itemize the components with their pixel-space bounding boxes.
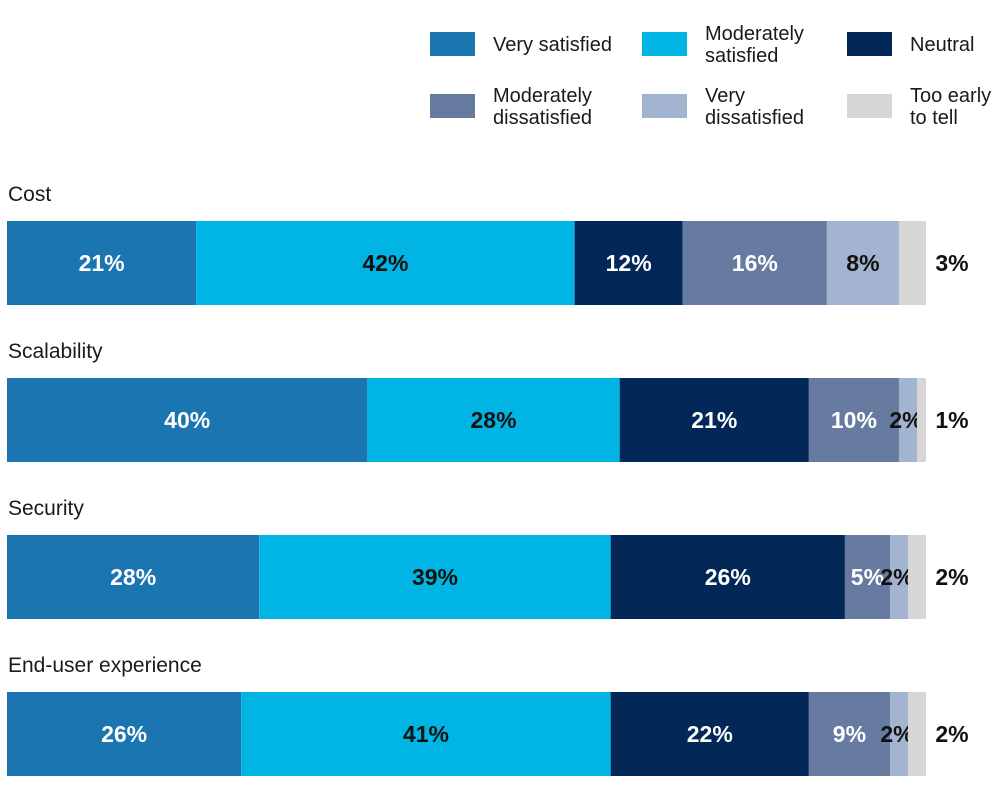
- value-label-cost-moderately-dissatisfied: 16%: [732, 250, 778, 276]
- bar-segment-cost-very-satisfied: [7, 221, 197, 305]
- value-label-end-user-experience-moderately-satisfied: 41%: [403, 721, 449, 747]
- legend-label-very-satisfied: Very satisfied: [493, 34, 612, 56]
- value-label-cost-moderately-satisfied: 42%: [362, 250, 408, 276]
- legend-item-very-dissatisfied: Very dissatisfied: [642, 85, 804, 129]
- legend-swatch-too-early-to-tell: [847, 94, 892, 118]
- legend: Very satisfied Moderately satisfied Neutral…: [430, 23, 991, 129]
- bar-segment-scalability-moderately-satisfied: [367, 378, 620, 462]
- value-label-cost-too-early-to-tell: 3%: [935, 250, 968, 276]
- value-label-end-user-experience-too-early-to-tell: 2%: [935, 721, 968, 747]
- bar-segment-end-user-experience-very-satisfied: [7, 692, 242, 776]
- value-label-scalability-too-early-to-tell: 1%: [935, 407, 968, 433]
- category-label-end-user-experience: End-user experience: [8, 654, 202, 677]
- bar-segment-end-user-experience-moderately-dissatisfied: [808, 692, 890, 776]
- value-label-cost-neutral: 12%: [606, 250, 652, 276]
- legend-item-very-satisfied: Very satisfied: [430, 32, 612, 56]
- bar-segment-cost-too-early-to-tell: [898, 221, 926, 305]
- legend-item-neutral: Neutral: [847, 32, 974, 56]
- value-label-cost-very-dissatisfied: 8%: [846, 250, 879, 276]
- value-label-scalability-moderately-dissatisfied: 10%: [831, 407, 877, 433]
- value-label-end-user-experience-very-satisfied: 26%: [101, 721, 147, 747]
- value-label-security-too-early-to-tell: 2%: [935, 564, 968, 590]
- value-label-scalability-moderately-satisfied: 28%: [471, 407, 517, 433]
- bar-segment-scalability-neutral: [619, 378, 809, 462]
- value-label-security-very-satisfied: 28%: [110, 564, 156, 590]
- legend-item-moderately-dissatisfied: Moderately dissatisfied: [430, 85, 592, 129]
- bar-segment-security-very-dissatisfied: [889, 535, 908, 619]
- bar-segment-security-neutral: [610, 535, 845, 619]
- legend-swatch-very-satisfied: [430, 32, 475, 56]
- bar-segment-security-very-satisfied: [7, 535, 260, 619]
- bar-segment-security-moderately-dissatisfied: [844, 535, 890, 619]
- bar-segment-end-user-experience-too-early-to-tell: [907, 692, 926, 776]
- value-label-security-neutral: 26%: [705, 564, 751, 590]
- category-label-scalability: Scalability: [8, 340, 103, 363]
- category-label-security: Security: [8, 497, 84, 520]
- legend-label-moderately-satisfied: Moderately satisfied: [705, 23, 804, 67]
- legend-label-neutral: Neutral: [910, 34, 974, 56]
- category-label-cost: Cost: [8, 183, 51, 206]
- bar-segment-end-user-experience-moderately-satisfied: [241, 692, 611, 776]
- legend-swatch-moderately-satisfied: [642, 32, 687, 56]
- bar-segment-end-user-experience-very-dissatisfied: [889, 692, 908, 776]
- value-label-security-moderately-satisfied: 39%: [412, 564, 458, 590]
- bar-row-cost: Cost 21% 42% 12% 16% 8% 3%: [7, 183, 969, 305]
- legend-swatch-moderately-dissatisfied: [430, 94, 475, 118]
- legend-item-moderately-satisfied: Moderately satisfied: [642, 23, 804, 67]
- legend-swatch-neutral: [847, 32, 892, 56]
- legend-label-moderately-dissatisfied: Moderately dissatisfied: [493, 85, 592, 129]
- value-label-end-user-experience-moderately-dissatisfied: 9%: [833, 721, 866, 747]
- bar-segment-security-too-early-to-tell: [907, 535, 926, 619]
- bar-segment-scalability-very-dissatisfied: [898, 378, 917, 462]
- legend-item-too-early-to-tell: Too early to tell: [847, 85, 991, 129]
- value-label-security-moderately-dissatisfied: 5%: [851, 564, 884, 590]
- bar-segment-scalability-very-satisfied: [7, 378, 368, 462]
- bar-segment-cost-moderately-dissatisfied: [682, 221, 827, 305]
- bar-segment-cost-moderately-satisfied: [196, 221, 575, 305]
- value-label-cost-very-satisfied: 21%: [79, 250, 125, 276]
- value-label-scalability-very-satisfied: 40%: [164, 407, 210, 433]
- bar-segment-end-user-experience-neutral: [610, 692, 809, 776]
- value-label-scalability-neutral: 21%: [691, 407, 737, 433]
- legend-swatch-very-dissatisfied: [642, 94, 687, 118]
- value-label-end-user-experience-neutral: 22%: [687, 721, 733, 747]
- bars: Cost 21% 42% 12% 16% 8% 3% Scalability 40% 28% 21%…: [7, 183, 969, 776]
- bar-segment-security-moderately-satisfied: [259, 535, 611, 619]
- legend-label-too-early-to-tell: Too early to tell: [910, 85, 991, 129]
- bar-segment-scalability-moderately-dissatisfied: [808, 378, 899, 462]
- bar-segment-scalability-too-early-to-tell: [916, 378, 926, 462]
- legend-label-very-dissatisfied: Very dissatisfied: [705, 85, 804, 129]
- bar-segment-cost-very-dissatisfied: [826, 221, 899, 305]
- bar-segment-cost-neutral: [574, 221, 683, 305]
